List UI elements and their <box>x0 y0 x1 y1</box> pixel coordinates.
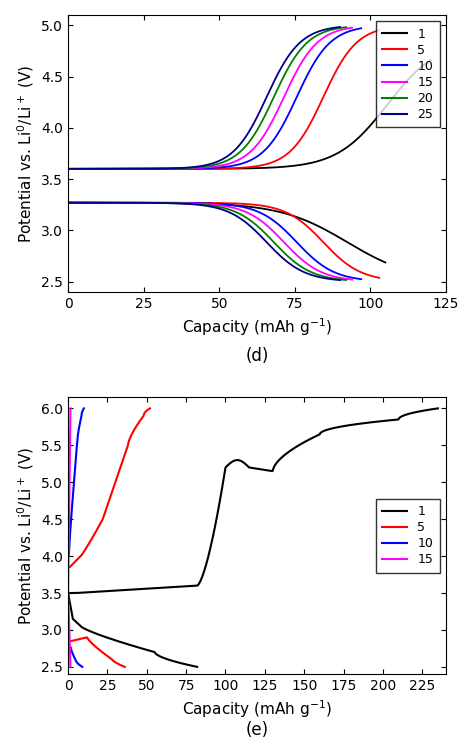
X-axis label: Capacity (mAh g$^{-1}$): Capacity (mAh g$^{-1}$) <box>182 317 332 338</box>
Text: (d): (d) <box>245 347 269 365</box>
Legend: 1, 5, 10, 15, 20, 25: 1, 5, 10, 15, 20, 25 <box>376 21 439 127</box>
X-axis label: Capacity (mAh g$^{-1}$): Capacity (mAh g$^{-1}$) <box>182 699 332 720</box>
Y-axis label: Potential vs. Li$^0$/Li$^+$ (V): Potential vs. Li$^0$/Li$^+$ (V) <box>15 447 36 625</box>
Legend: 1, 5, 10, 15: 1, 5, 10, 15 <box>376 499 439 573</box>
Y-axis label: Potential vs. Li$^0$/Li$^+$ (V): Potential vs. Li$^0$/Li$^+$ (V) <box>15 64 36 243</box>
Text: (e): (e) <box>246 721 269 739</box>
